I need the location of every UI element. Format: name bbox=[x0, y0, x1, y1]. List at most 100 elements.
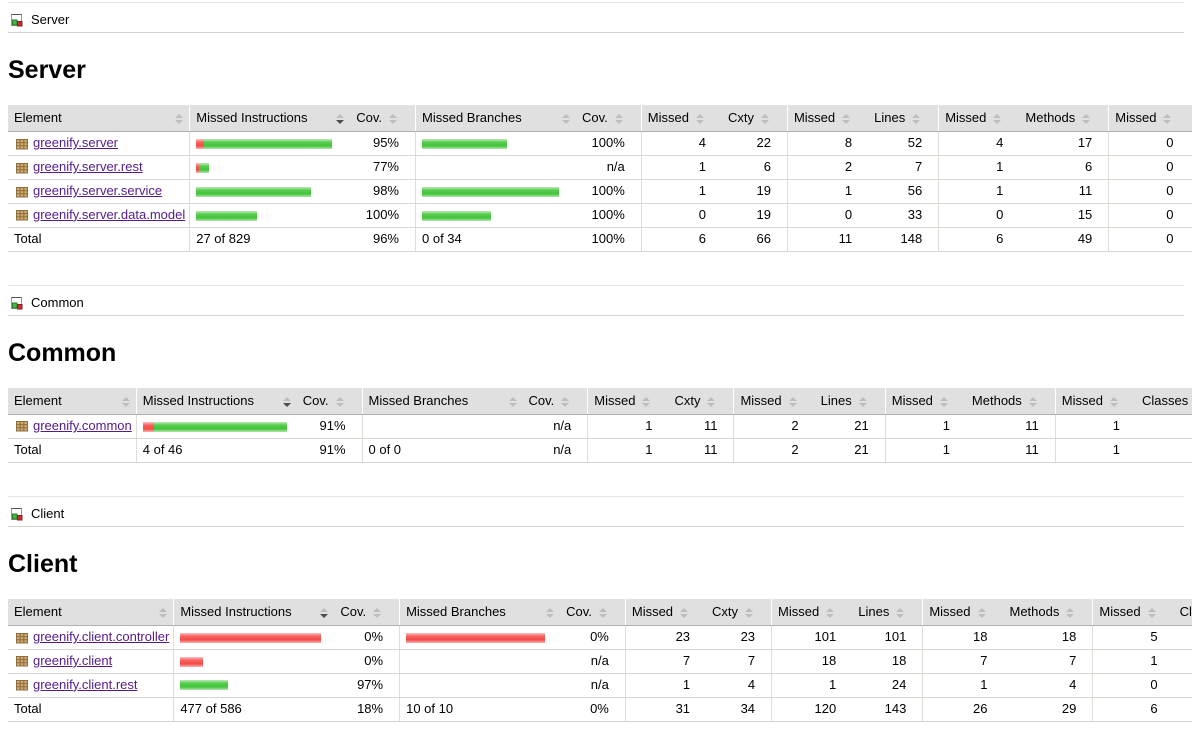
column-header-label: Cov. bbox=[528, 393, 555, 409]
instructions-coverage: 0% bbox=[334, 625, 400, 650]
column-header-label: Missed Branches bbox=[406, 604, 506, 620]
element-cell: greenify.server.rest bbox=[8, 155, 190, 181]
missed-count: 6 bbox=[1092, 697, 1174, 722]
column-header-cov[interactable]: Cov. bbox=[296, 388, 363, 416]
missed-count: 26 bbox=[922, 697, 1004, 722]
column-header-label: Classes bbox=[1141, 393, 1189, 409]
column-header-cov[interactable]: Cov. bbox=[334, 599, 400, 627]
breadcrumb-label: Client bbox=[31, 505, 65, 521]
total-count: 4 bbox=[1003, 673, 1093, 698]
column-header-classes[interactable]: Classes bbox=[1173, 599, 1192, 627]
column-header-missed[interactable]: Missed bbox=[624, 599, 707, 627]
instructions-total: 4 of 46 bbox=[135, 438, 297, 463]
column-header-lines[interactable]: Lines bbox=[868, 105, 939, 133]
covered-bar-segment bbox=[153, 421, 287, 432]
package-link[interactable]: greenify.common bbox=[33, 418, 132, 434]
total-count: 1 bbox=[1173, 649, 1192, 674]
missed-count: 2 bbox=[786, 155, 869, 181]
total-count: 11 bbox=[668, 414, 734, 439]
missed-branches-bar bbox=[415, 131, 576, 157]
instructions-total: 27 of 829 bbox=[189, 227, 351, 252]
instructions-coverage: 100% bbox=[350, 203, 416, 228]
package-link[interactable]: greenify.client bbox=[33, 652, 113, 668]
covered-bar-segment bbox=[204, 138, 333, 149]
column-header-missed-instructions[interactable]: Missed Instructions bbox=[173, 599, 335, 627]
package-link[interactable]: greenify.client.controller bbox=[33, 629, 170, 645]
column-header-missed-branches[interactable]: Missed Branches bbox=[361, 388, 523, 416]
column-header-missed-branches[interactable]: Missed Branches bbox=[415, 105, 576, 133]
column-header-lines[interactable]: Lines bbox=[814, 388, 886, 416]
column-header-missed-instructions[interactable]: Missed Instructions bbox=[189, 105, 351, 133]
sort-arrows-icon bbox=[760, 113, 769, 124]
column-header-missed[interactable]: Missed bbox=[640, 105, 722, 133]
column-header-classes[interactable]: Classes bbox=[1135, 388, 1192, 416]
branches-coverage: 100% bbox=[576, 179, 642, 204]
column-header-cxty[interactable]: Cxty bbox=[706, 599, 772, 627]
column-header-element[interactable]: Element bbox=[8, 388, 137, 416]
sort-arrows-icon bbox=[826, 607, 835, 618]
sort-arrows-icon bbox=[159, 607, 168, 618]
column-header-methods[interactable]: Methods bbox=[965, 388, 1056, 416]
total-count: 15 bbox=[1019, 203, 1109, 228]
package-link[interactable]: greenify.server bbox=[33, 135, 119, 151]
column-header-missed[interactable]: Missed bbox=[1054, 388, 1136, 416]
missed-count: 6 bbox=[938, 227, 1020, 252]
missed-branches-bar bbox=[415, 203, 576, 228]
missed-instructions-bar bbox=[189, 131, 351, 157]
sort-arrows-icon bbox=[546, 607, 555, 618]
column-header-label: Missed Branches bbox=[368, 393, 469, 409]
breadcrumb-label: Common bbox=[31, 294, 84, 310]
column-header-cov[interactable]: Cov. bbox=[350, 105, 416, 133]
element-cell: greenify.server.service bbox=[8, 179, 190, 204]
package-link[interactable]: greenify.client.rest bbox=[33, 676, 138, 692]
column-header-methods[interactable]: Methods bbox=[1003, 599, 1093, 627]
column-header-cxty[interactable]: Cxty bbox=[721, 105, 788, 133]
column-header-cov[interactable]: Cov. bbox=[522, 388, 588, 416]
package-link[interactable]: greenify.server.rest bbox=[33, 159, 143, 175]
instructions-coverage-total: 18% bbox=[334, 697, 400, 722]
column-header-methods[interactable]: Methods bbox=[1019, 105, 1109, 133]
column-header-label: Cxty bbox=[727, 110, 754, 126]
missed-bar-segment bbox=[196, 138, 205, 149]
column-header-missed[interactable]: Missed bbox=[938, 105, 1020, 133]
column-header-label: Cov. bbox=[302, 393, 329, 409]
total-count: 24 bbox=[852, 673, 923, 698]
page-title: Client bbox=[8, 549, 78, 578]
column-header-missed[interactable]: Missed bbox=[922, 599, 1004, 627]
column-header-missed-branches[interactable]: Missed Branches bbox=[399, 599, 561, 627]
sort-arrows-icon bbox=[1066, 607, 1075, 618]
column-header-cov[interactable]: Cov. bbox=[560, 599, 626, 627]
column-header-missed[interactable]: Missed bbox=[587, 388, 669, 416]
column-header-lines[interactable]: Lines bbox=[852, 599, 923, 627]
column-header-missed[interactable]: Missed bbox=[1092, 599, 1174, 627]
total-count: 19 bbox=[721, 179, 788, 204]
column-header-missed-instructions[interactable]: Missed Instructions bbox=[135, 388, 297, 416]
element-cell: greenify.client.rest bbox=[8, 673, 174, 698]
column-header-missed[interactable]: Missed bbox=[884, 388, 966, 416]
package-link[interactable]: greenify.server.data.model bbox=[33, 206, 186, 222]
branches-coverage: 100% bbox=[576, 203, 642, 228]
missed-bar-segment bbox=[180, 656, 204, 667]
missed-instructions-bar bbox=[135, 414, 297, 439]
column-header-cxty[interactable]: Cxty bbox=[668, 388, 734, 416]
instructions-coverage: 98% bbox=[350, 179, 416, 204]
column-header-missed[interactable]: Missed bbox=[786, 105, 869, 133]
total-count: 3 bbox=[1135, 438, 1192, 463]
column-header-missed[interactable]: Missed bbox=[733, 388, 815, 416]
total-count: 18 bbox=[1003, 625, 1093, 650]
column-header-missed[interactable]: Missed bbox=[771, 599, 853, 627]
missed-count: 4 bbox=[938, 131, 1020, 157]
element-cell: greenify.server bbox=[8, 131, 190, 157]
column-header-classes[interactable]: Classes bbox=[1189, 105, 1192, 133]
column-header-label: Missed bbox=[594, 393, 636, 409]
sort-arrows-icon bbox=[508, 396, 517, 407]
package-link[interactable]: greenify.server.service bbox=[33, 183, 163, 199]
total-count: 7 bbox=[706, 649, 772, 674]
column-header-element[interactable]: Element bbox=[8, 599, 174, 627]
instructions-coverage: 97% bbox=[334, 673, 400, 698]
column-header-cov[interactable]: Cov. bbox=[576, 105, 642, 133]
missed-count: 1 bbox=[786, 179, 869, 204]
column-header-missed[interactable]: Missed bbox=[1108, 105, 1190, 133]
sort-arrows-icon bbox=[282, 396, 291, 407]
column-header-element[interactable]: Element bbox=[8, 105, 190, 133]
